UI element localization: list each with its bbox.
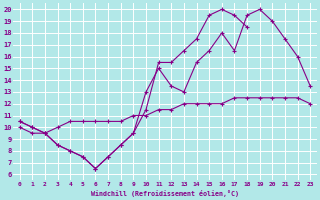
X-axis label: Windchill (Refroidissement éolien,°C): Windchill (Refroidissement éolien,°C)	[91, 190, 239, 197]
